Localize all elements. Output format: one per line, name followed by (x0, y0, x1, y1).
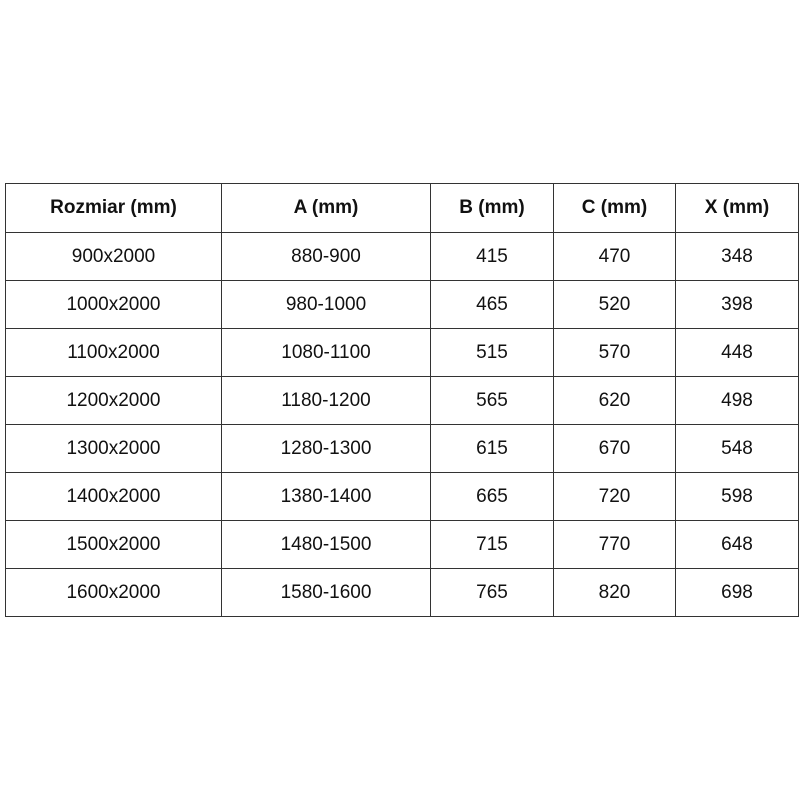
cell-rozmiar: 1300x2000 (5, 424, 222, 473)
cell-c: 620 (553, 376, 676, 425)
cell-x: 448 (675, 328, 799, 377)
cell-rozmiar: 1600x2000 (5, 568, 222, 617)
table-row: 900x2000 880-900 415 470 348 (5, 232, 799, 281)
cell-c: 570 (553, 328, 676, 377)
cell-b: 615 (430, 424, 554, 473)
cell-a: 980-1000 (221, 280, 431, 329)
cell-a: 1280-1300 (221, 424, 431, 473)
cell-b: 715 (430, 520, 554, 569)
cell-x: 398 (675, 280, 799, 329)
cell-a: 1080-1100 (221, 328, 431, 377)
cell-rozmiar: 1100x2000 (5, 328, 222, 377)
cell-b: 415 (430, 232, 554, 281)
table-row: 1400x2000 1380-1400 665 720 598 (5, 472, 799, 521)
cell-c: 720 (553, 472, 676, 521)
cell-x: 498 (675, 376, 799, 425)
cell-a: 880-900 (221, 232, 431, 281)
cell-rozmiar: 900x2000 (5, 232, 222, 281)
cell-c: 820 (553, 568, 676, 617)
cell-b: 665 (430, 472, 554, 521)
cell-a: 1480-1500 (221, 520, 431, 569)
cell-a: 1380-1400 (221, 472, 431, 521)
cell-rozmiar: 1000x2000 (5, 280, 222, 329)
cell-rozmiar: 1400x2000 (5, 472, 222, 521)
cell-x: 598 (675, 472, 799, 521)
table-row: 1000x2000 980-1000 465 520 398 (5, 280, 799, 329)
cell-rozmiar: 1200x2000 (5, 376, 222, 425)
header-c: C (mm) (553, 183, 676, 233)
cell-b: 565 (430, 376, 554, 425)
table-row: 1100x2000 1080-1100 515 570 448 (5, 328, 799, 377)
cell-x: 698 (675, 568, 799, 617)
table-row: 1300x2000 1280-1300 615 670 548 (5, 424, 799, 473)
cell-a: 1180-1200 (221, 376, 431, 425)
header-x: X (mm) (675, 183, 799, 233)
cell-c: 670 (553, 424, 676, 473)
cell-b: 515 (430, 328, 554, 377)
table-row: 1500x2000 1480-1500 715 770 648 (5, 520, 799, 569)
cell-x: 648 (675, 520, 799, 569)
header-rozmiar: Rozmiar (mm) (5, 183, 222, 233)
header-row: Rozmiar (mm) A (mm) B (mm) C (mm) X (mm) (5, 183, 799, 233)
cell-c: 520 (553, 280, 676, 329)
header-a: A (mm) (221, 183, 431, 233)
cell-b: 765 (430, 568, 554, 617)
cell-b: 465 (430, 280, 554, 329)
cell-x: 348 (675, 232, 799, 281)
cell-a: 1580-1600 (221, 568, 431, 617)
cell-c: 470 (553, 232, 676, 281)
cell-c: 770 (553, 520, 676, 569)
table-row: 1600x2000 1580-1600 765 820 698 (5, 568, 799, 617)
header-b: B (mm) (430, 183, 554, 233)
dimensions-table: Rozmiar (mm) A (mm) B (mm) C (mm) X (mm)… (5, 183, 799, 617)
cell-x: 548 (675, 424, 799, 473)
table-row: 1200x2000 1180-1200 565 620 498 (5, 376, 799, 425)
cell-rozmiar: 1500x2000 (5, 520, 222, 569)
